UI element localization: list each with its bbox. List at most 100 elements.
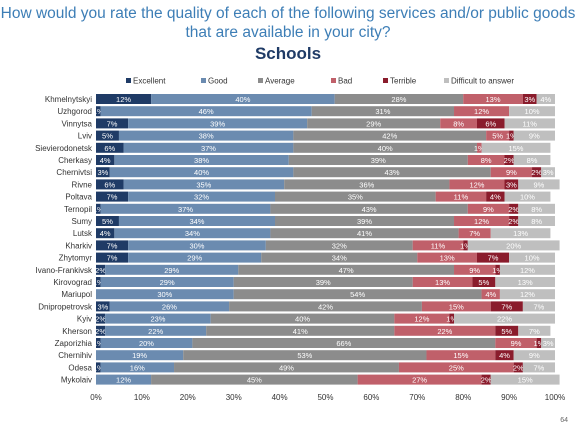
data-label: 38% bbox=[199, 132, 214, 141]
bar-segment-excellent bbox=[96, 130, 119, 141]
data-label: 7% bbox=[107, 193, 118, 202]
category-label: Kyiv bbox=[77, 315, 92, 324]
bar-segment-bad bbox=[357, 374, 482, 385]
data-label: 5% bbox=[102, 217, 113, 226]
bar-segment-terrible bbox=[504, 155, 514, 165]
data-label: 53% bbox=[297, 351, 312, 360]
data-label: 8% bbox=[527, 156, 538, 165]
bar-segment-average bbox=[174, 362, 399, 373]
bar-segment-excellent bbox=[96, 203, 101, 214]
bar-segment-terrible bbox=[486, 191, 505, 202]
data-label: 12% bbox=[116, 95, 131, 104]
data-label: 7% bbox=[501, 302, 512, 311]
data-label: 12% bbox=[474, 217, 489, 226]
data-label: 10% bbox=[525, 254, 540, 263]
bar-segment-average bbox=[334, 94, 464, 104]
bar-segment-terrible bbox=[504, 179, 519, 190]
category-label: Odesa bbox=[68, 363, 92, 372]
bar-segment-difficult-to-answer bbox=[467, 240, 560, 251]
data-label: 12% bbox=[469, 180, 484, 189]
bar-segment-bad bbox=[454, 106, 510, 117]
bar-segment-bad bbox=[458, 228, 491, 239]
bar-segment-bad bbox=[490, 167, 533, 178]
data-label: 2% bbox=[508, 217, 519, 226]
bar-segment-difficult-to-answer bbox=[513, 130, 555, 141]
data-label: 10% bbox=[525, 107, 540, 116]
bar-segment-difficult-to-answer bbox=[504, 118, 555, 129]
bar-segment-terrible bbox=[476, 252, 510, 263]
data-label: 1% bbox=[93, 205, 104, 214]
data-label: 13% bbox=[440, 254, 455, 263]
legend-swatch-bad bbox=[331, 78, 336, 83]
bar-segment-difficult-to-answer bbox=[509, 252, 555, 263]
data-label: 1% bbox=[534, 339, 545, 348]
bar-segment-difficult-to-answer bbox=[536, 94, 555, 104]
data-label: 32% bbox=[332, 241, 347, 250]
data-label: 45% bbox=[247, 376, 262, 385]
data-label: 26% bbox=[162, 302, 177, 311]
bar-segment-excellent bbox=[96, 313, 106, 324]
bar-segment-bad bbox=[426, 350, 496, 361]
data-label: 30% bbox=[157, 290, 172, 299]
bar-segment-terrible bbox=[472, 277, 496, 287]
data-label: 54% bbox=[350, 290, 365, 299]
bar-segment-average bbox=[206, 325, 395, 336]
bar-segment-bad bbox=[398, 362, 514, 373]
data-label: 29% bbox=[160, 278, 175, 287]
bar-segment-bad bbox=[467, 203, 510, 214]
data-label: 12% bbox=[520, 266, 535, 275]
data-label: 2% bbox=[95, 327, 106, 336]
data-label: 4% bbox=[485, 290, 496, 299]
data-label: 1% bbox=[506, 132, 517, 141]
bar-segment-good bbox=[128, 118, 308, 129]
data-label: 5% bbox=[102, 132, 113, 141]
bar-segment-good bbox=[100, 203, 271, 214]
data-label: 27% bbox=[412, 376, 427, 385]
category-label: Ivano-Frankivsk bbox=[36, 266, 93, 275]
bar-segment-good bbox=[123, 179, 285, 190]
legend-swatch-difficult-to-answer bbox=[444, 78, 449, 83]
bar-segment-excellent bbox=[96, 264, 106, 275]
bar-segment-good bbox=[100, 362, 175, 373]
data-label: 3% bbox=[543, 339, 554, 348]
data-label: 6% bbox=[485, 119, 496, 128]
data-label: 9% bbox=[506, 168, 517, 177]
data-label: 13% bbox=[435, 278, 450, 287]
data-label: 3% bbox=[97, 302, 108, 311]
data-label: 23% bbox=[150, 315, 165, 324]
category-label: Kirovograd bbox=[53, 278, 92, 287]
data-label: 13% bbox=[513, 229, 528, 238]
category-label: Sievierodonetsk bbox=[35, 144, 93, 153]
bar-segment-average bbox=[284, 179, 450, 190]
data-label: 1% bbox=[93, 107, 104, 116]
data-label: 15% bbox=[508, 144, 523, 153]
data-label: 22% bbox=[437, 327, 452, 336]
data-label: 34% bbox=[332, 254, 347, 263]
legend-label-excellent: Excellent bbox=[133, 77, 166, 86]
bar-segment-average bbox=[151, 374, 358, 385]
bar-segment-difficult-to-answer bbox=[495, 277, 555, 287]
bar-segment-difficult-to-answer bbox=[490, 228, 551, 239]
data-label: 12% bbox=[414, 315, 429, 324]
category-label: Ternopil bbox=[64, 205, 92, 214]
bar-segment-excellent bbox=[96, 155, 115, 165]
bar-segment-excellent bbox=[96, 325, 106, 336]
bar-segment-bad bbox=[481, 289, 500, 300]
category-label: Zhytomyr bbox=[59, 254, 93, 263]
bar-segment-good bbox=[114, 228, 271, 239]
data-label: 4% bbox=[540, 95, 551, 104]
data-label: 37% bbox=[201, 144, 216, 153]
bar-segment-excellent bbox=[96, 179, 124, 190]
bar-segment-excellent bbox=[96, 142, 124, 153]
bar-segment-bad bbox=[454, 216, 510, 226]
data-label: 2% bbox=[508, 205, 519, 214]
data-label: 9% bbox=[483, 205, 494, 214]
bar-segment-bad bbox=[495, 338, 537, 348]
legend-label-bad: Bad bbox=[338, 77, 352, 86]
bar-segment-excellent bbox=[96, 191, 129, 202]
data-label: 40% bbox=[295, 315, 310, 324]
data-label: 13% bbox=[486, 95, 501, 104]
bar-segment-difficult-to-answer bbox=[513, 155, 551, 165]
bar-segment-average bbox=[233, 277, 413, 287]
